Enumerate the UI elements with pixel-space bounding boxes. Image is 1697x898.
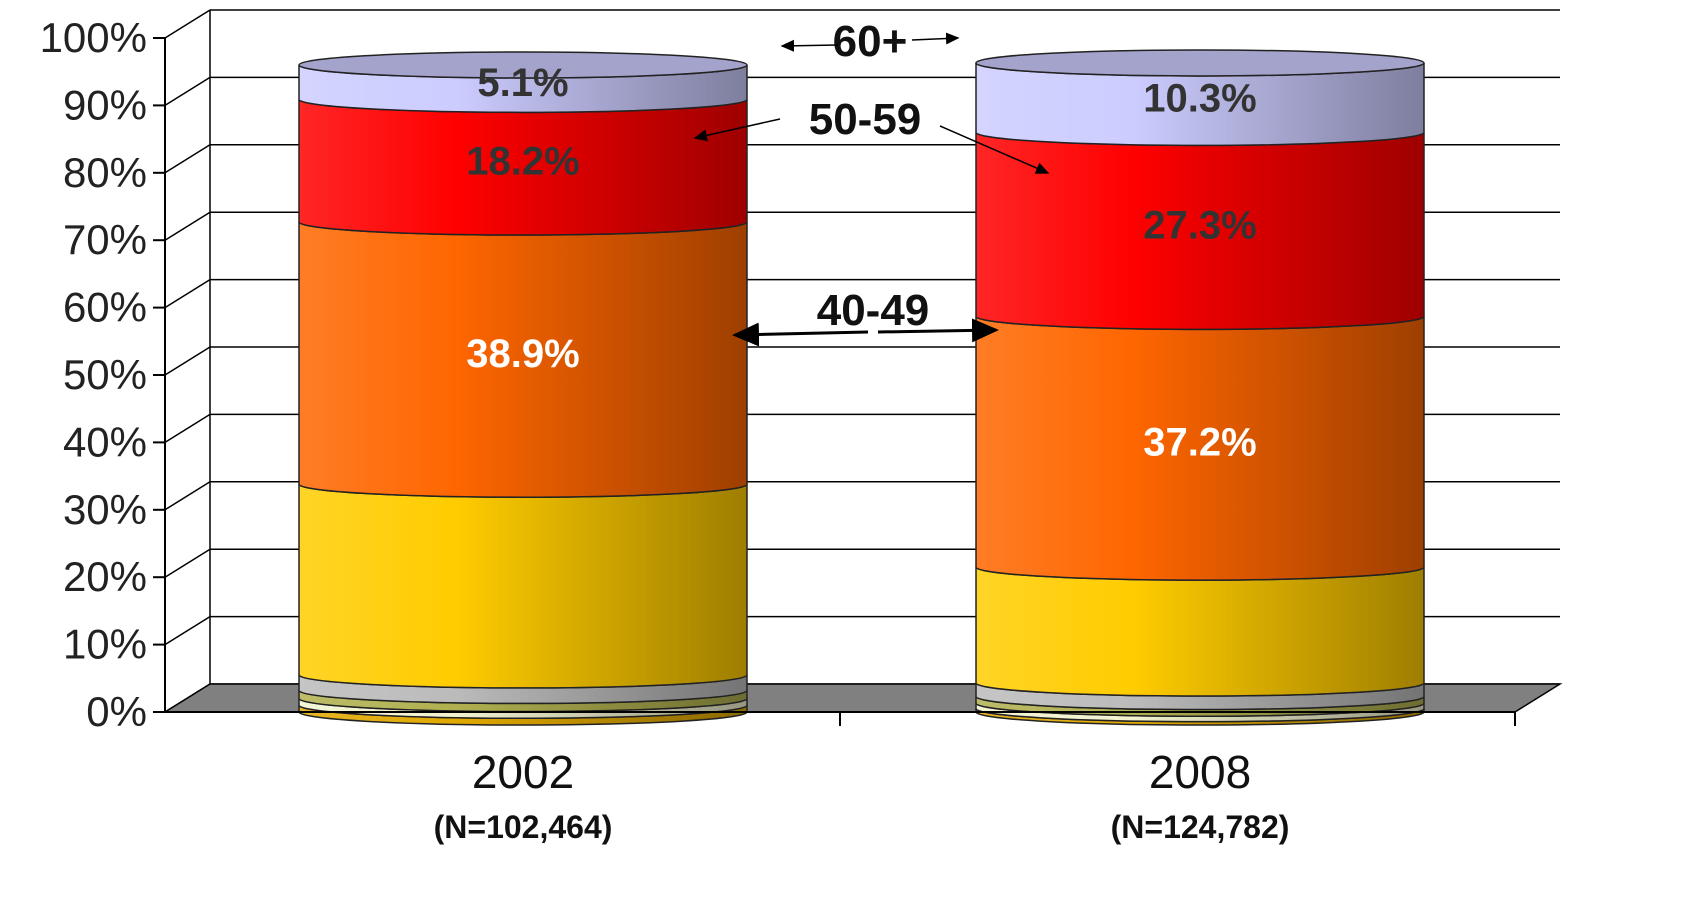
y-tick-label: 20%: [63, 553, 147, 600]
bars: [298, 49, 1425, 726]
y-tick-label: 40%: [63, 418, 147, 465]
y-tick-label: 50%: [63, 351, 147, 398]
annotation-label: 50-59: [809, 95, 922, 144]
y-tick-label: 70%: [63, 216, 147, 263]
data-label: 38.9%: [466, 332, 579, 376]
bar-segment: [298, 483, 748, 689]
bar-top-cap: [975, 49, 1425, 77]
gridline-depth: [164, 76, 211, 107]
data-labels: 38.9% 18.2% 5.1% 37.2% 27.3% 10.3%: [466, 61, 1256, 465]
axes: 0% 10% 20% 30% 40% 50% 60% 70% 80% 90% 100% 2002 (N=…: [40, 14, 1516, 845]
y-tick-label: 10%: [63, 621, 147, 668]
gridline-depth: [164, 9, 211, 39]
y-tick-label: 30%: [63, 486, 147, 533]
data-label: 27.3%: [1143, 203, 1256, 247]
annotation-arrow: [877, 318, 999, 343]
annotation-label: 60+: [833, 17, 908, 66]
y-tick-label: 100%: [40, 14, 147, 61]
x-tick-sublabel: (N=102,464): [434, 809, 613, 845]
annotations: 60+ 50-59 40-49: [693, 17, 1050, 347]
x-tick-label: 2002: [472, 746, 574, 798]
gridline-depth: [164, 144, 211, 174]
gridline-depth: [164, 211, 211, 241]
gridline-depth: [164, 481, 211, 511]
data-label: 10.3%: [1143, 77, 1256, 121]
gridline-depth: [164, 278, 211, 309]
data-label: 37.2%: [1143, 421, 1256, 465]
bar-top-cap: [298, 51, 748, 79]
annotation-arrow: [693, 118, 781, 142]
gridline-depth: [164, 615, 211, 646]
annotation-arrow: [911, 32, 960, 45]
data-label: 5.1%: [477, 61, 568, 105]
gridline-depth: [164, 413, 211, 444]
annotation-arrow: [732, 322, 869, 347]
y-tick-label: 90%: [63, 81, 147, 128]
y-tick-label: 80%: [63, 149, 147, 196]
y-tick-label: 60%: [63, 284, 147, 331]
data-label: 18.2%: [466, 140, 579, 184]
x-tick-sublabel: (N=124,782): [1111, 809, 1290, 845]
x-tick-label: 2008: [1149, 746, 1251, 798]
gridline-depth: [164, 548, 211, 578]
y-tick-label: 0%: [86, 688, 147, 735]
gridline-depth: [164, 346, 211, 376]
annotation-arrow: [939, 125, 1050, 174]
annotation-arrow: [780, 39, 839, 52]
annotation-label: 40-49: [817, 286, 930, 335]
bar-segment: [975, 566, 1425, 697]
